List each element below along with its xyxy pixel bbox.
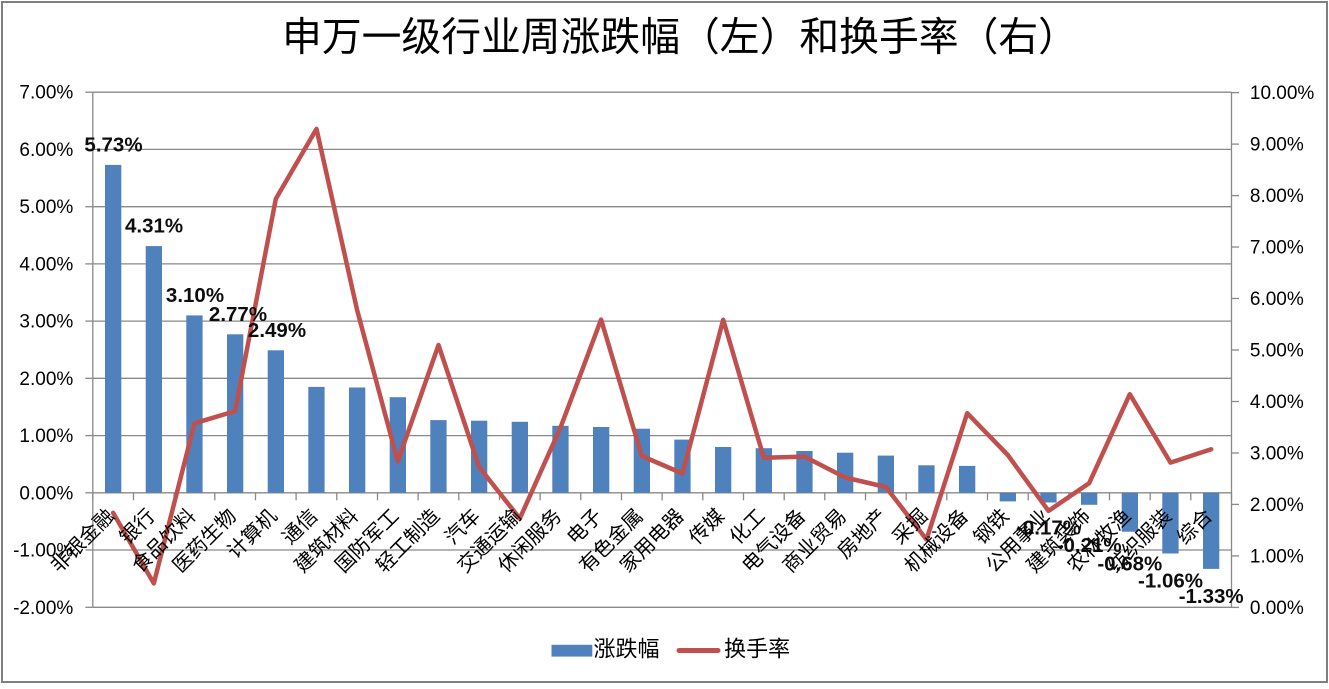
svg-text:4.00%: 4.00% [1250, 392, 1304, 413]
svg-text:-0.68%: -0.68% [1097, 553, 1162, 576]
svg-text:7.00%: 7.00% [19, 83, 73, 104]
svg-text:3.00%: 3.00% [19, 312, 73, 333]
svg-text:2.00%: 2.00% [19, 369, 73, 390]
svg-text:5.73%: 5.73% [84, 133, 142, 156]
svg-text:2.77%: 2.77% [209, 303, 267, 326]
svg-text:0.00%: 0.00% [19, 483, 73, 504]
svg-text:-1.06%: -1.06% [1138, 569, 1203, 592]
svg-text:1.00%: 1.00% [1250, 546, 1304, 567]
svg-text:-0.17%: -0.17% [1016, 517, 1081, 540]
svg-text:0.00%: 0.00% [1250, 598, 1304, 619]
svg-text:5.00%: 5.00% [1250, 341, 1304, 362]
svg-text:-0.21%: -0.21% [1057, 534, 1122, 557]
svg-text:1.00%: 1.00% [19, 426, 73, 447]
svg-text:4.31%: 4.31% [125, 215, 183, 238]
svg-text:6.00%: 6.00% [1250, 289, 1304, 310]
svg-text:2.00%: 2.00% [1250, 495, 1304, 516]
svg-text:10.00%: 10.00% [1250, 83, 1315, 104]
svg-text:5.00%: 5.00% [19, 197, 73, 218]
svg-text:3.10%: 3.10% [166, 284, 224, 307]
svg-text:9.00%: 9.00% [1250, 135, 1304, 156]
svg-text:3.00%: 3.00% [1250, 444, 1304, 465]
svg-text:-2.00%: -2.00% [13, 598, 73, 619]
svg-text:-1.33%: -1.33% [1179, 585, 1244, 608]
svg-text:7.00%: 7.00% [1250, 238, 1304, 259]
svg-text:6.00%: 6.00% [19, 140, 73, 161]
svg-text:换手率: 换手率 [724, 637, 790, 662]
svg-text:-1.00%: -1.00% [13, 541, 73, 562]
svg-text:申万一级行业周涨跌幅（左）和换手率（右）: 申万一级行业周涨跌幅（左）和换手率（右） [282, 16, 1078, 60]
svg-text:2.49%: 2.49% [248, 319, 306, 342]
svg-text:8.00%: 8.00% [1250, 186, 1304, 207]
svg-text:涨跌幅: 涨跌幅 [594, 637, 660, 662]
svg-text:4.00%: 4.00% [19, 254, 73, 275]
